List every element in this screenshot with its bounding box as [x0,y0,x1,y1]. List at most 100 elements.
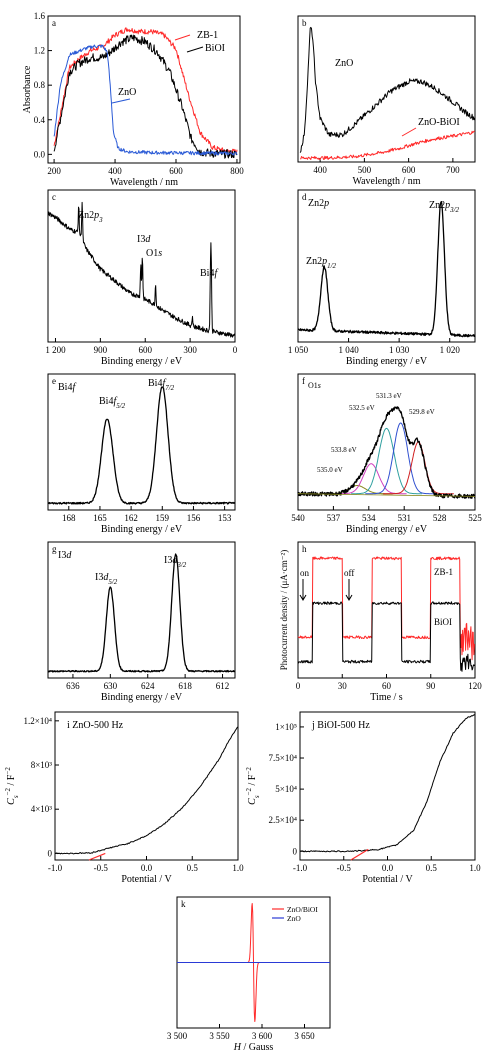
x-tick-label-j: 1.0 [469,863,481,873]
x-tick-label-h: 60 [382,681,392,691]
x-tick-label-f: 540 [291,513,305,523]
x-tick-label-c: 300 [183,345,197,355]
x-tick-label-j: 0.5 [426,863,438,873]
panel-label-k: k [181,899,186,909]
panel-h: 0 30 60 90 120 Time / s h on off ZB-1 BiOI Photocur… [279,541,482,703]
annotation-off: off [344,568,354,578]
annotation-component-0: 535.0 eV [317,466,343,474]
x-tick-label-b: 700 [446,165,460,175]
panel-b: 400 500 600 700 Wavelength / nm b ZnO ZnO-BiOI [297,15,476,187]
series-line-ZB-1 [297,556,475,661]
panel-label-d: d [302,192,307,202]
fit-component-1 [335,463,407,495]
y-tick-label-j: 2.5×10⁴ [269,815,297,825]
x-axis-label-g: Binding energy / eV [101,692,183,703]
panel-label-c: c [52,192,56,202]
x-axis-label-c: Binding energy / eV [101,356,183,367]
x-tick-label-g: 624 [141,681,155,691]
fit-component-3 [365,422,437,495]
x-tick-label-a: 400 [108,166,122,176]
plot-frame-f [297,373,476,511]
plot-frame-a [47,15,241,164]
x-tick-label-e: 156 [187,513,201,523]
x-tick-label-b: 400 [313,165,327,175]
x-tick-label-a: 200 [47,166,61,176]
x-tick-label-e: 159 [156,513,170,523]
series-line-ZnO [299,26,476,153]
panel-label-e: e [52,376,56,386]
x-tick-label-j: 0.0 [382,863,394,873]
y-tick-label-a: 1.6 [34,11,46,21]
annotation-i3d: I3d [137,234,151,245]
x-axis-label-j: Potential / V [362,874,413,885]
x-axis-label-i: Potential / V [121,874,172,885]
x-tick-label-h: 90 [426,681,436,691]
panel-k: 3 500 3 550 3 600 3 650 H / Gauss k ZnO/BiOIZn… [167,896,331,1051]
panel-title-f: O1s [308,381,321,390]
fit-line-i [88,852,106,861]
y-tick-label-j: 0 [293,846,298,856]
annotation-zb1: ZB-1 [434,567,453,577]
x-tick-label-e: 162 [124,513,138,523]
x-tick-label-c: 0 [233,345,238,355]
panel-label-f: f [302,376,305,386]
series-line-d [297,201,476,338]
x-axis-label-f: Binding energy / eV [346,524,428,535]
y-axis-label-h: Photocurrent density / (μA·cm⁻²) [279,550,289,671]
annotation-zno-bioi: ZnO-BiOI [418,117,460,128]
panel-c: 1 200 900 600 300 0 Binding energy / eV c Zn2p3… [45,189,238,367]
annotation-bi4f: Bi4f [200,268,218,279]
y-tick-label-i: 8×10³ [31,760,53,770]
panel-a: 200 400 600 800 0.0 0.4 0.8 1.2 1.6 Wavelength / … [22,11,244,188]
x-axis-label-d: Binding energy / eV [346,356,428,367]
y-tick-label-a: 0.8 [34,80,46,90]
panel-j: -1.0 -0.5 0.0 0.5 1.0 0 2.5×10⁴ 5×10⁴ 7.5×10⁴ 1×1… [245,711,481,885]
x-tick-label-i: -0.5 [94,863,109,873]
x-tick-label-a: 800 [230,166,244,176]
plot-frame-g [47,541,236,679]
plot-frame-e [47,373,236,511]
series-line-ZnO [53,44,238,156]
plot-frame-d [297,189,476,343]
panel-f: 540 537 534 531 528 525 Binding energy / eV f O1… [291,373,482,535]
x-axis-label-h: Time / s [370,692,403,703]
plot-frame-c [47,189,236,343]
x-axis-label-e: Binding energy / eV [101,524,183,535]
x-tick-label-k: 3 650 [294,1031,315,1041]
annotation-peak-e-0: Bi4f5/2 [99,396,126,410]
x-tick-label-f: 525 [468,513,482,523]
series-line-i [54,726,239,855]
annotation-zno: ZnO [118,87,136,98]
on-arrow [299,579,307,601]
y-tick-label-a: 1.2 [34,46,45,56]
x-tick-label-g: 612 [216,681,230,691]
plot-frame-h [297,541,476,679]
plot-frame-j [299,711,476,861]
annotation-bioi: BiOI [434,617,452,627]
fit-component-2 [351,427,422,495]
series-line-j [299,714,476,853]
x-tick-label-a: 600 [169,166,183,176]
x-tick-label-j: -1.0 [293,863,308,873]
x-axis-label-b: Wavelength / nm [352,176,420,187]
x-tick-label-b: 600 [402,165,416,175]
x-tick-label-e: 165 [93,513,107,523]
off-arrow [345,579,353,601]
x-tick-label-i: 1.0 [232,863,244,873]
annotation-zb1: ZB-1 [197,30,218,41]
panel-title-i: i ZnO-500 Hz [67,720,124,731]
fit-baseline [297,493,476,497]
y-tick-label-j: 1×10⁵ [275,722,297,732]
series-line-e [47,386,236,505]
x-tick-label-i: 0.0 [141,863,153,873]
y-tick-label-j: 5×10⁴ [275,784,297,794]
x-axis-label-a: Wavelength / nm [110,177,178,188]
y-tick-label-i: 0 [48,848,53,858]
pointer-zno-bioi [401,127,417,137]
series-line-ZB-1 [53,27,238,155]
legend-label-0: ZnO/BiOI [287,905,318,914]
panel-title-j: j BiOI-500 Hz [311,720,370,731]
